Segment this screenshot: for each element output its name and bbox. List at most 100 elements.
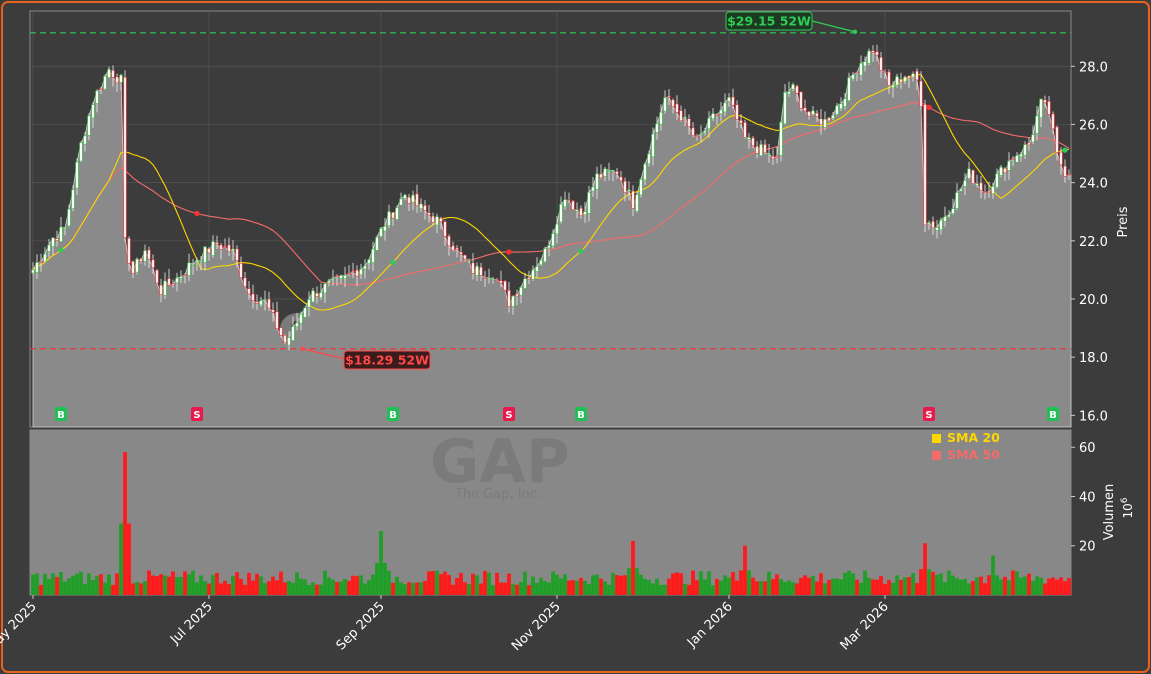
volume-bar: [271, 576, 275, 595]
candle-body: [747, 137, 751, 140]
candle-body: [483, 277, 487, 279]
volume-bar: [619, 575, 623, 595]
candle-body: [531, 269, 535, 280]
candle-body: [1043, 99, 1047, 103]
volume-bar: [255, 573, 259, 595]
volume-bar: [623, 575, 627, 595]
candle-body: [727, 97, 731, 102]
volume-bar: [327, 577, 331, 595]
volume-bar: [195, 582, 199, 595]
candle-body: [967, 168, 971, 179]
candle-body: [883, 71, 887, 74]
volume-bar: [919, 569, 923, 595]
volume-bar: [811, 576, 815, 595]
candle-body: [455, 247, 459, 251]
candle-body: [347, 273, 351, 275]
candle-body: [387, 211, 391, 226]
volume-bar: [479, 583, 483, 595]
candle-body: [247, 288, 251, 295]
volume-bar: [719, 580, 723, 595]
candle-body: [595, 173, 599, 190]
volume-bar: [123, 452, 127, 595]
candle-body: [1059, 151, 1063, 166]
volume-bar: [651, 583, 655, 595]
candle-body: [95, 90, 99, 104]
candle-body: [783, 92, 787, 124]
low-52w-arrowhead: [299, 346, 305, 351]
volume-panel: [29, 429, 1072, 596]
volume-bar: [283, 582, 287, 595]
volume-tick-label: 60: [1079, 441, 1096, 456]
volume-bar: [211, 574, 215, 595]
candle-body: [563, 199, 567, 207]
volume-bar: [227, 584, 231, 595]
candle-body: [695, 135, 699, 138]
volume-bar: [695, 580, 699, 595]
candle-body: [815, 112, 819, 117]
candle-body: [103, 76, 107, 90]
sma-50-line: [32, 101, 1070, 286]
candle-body: [1023, 144, 1027, 156]
candle-body: [767, 153, 771, 155]
candle-body: [671, 99, 675, 107]
legend-swatch: [932, 451, 941, 460]
volume-bar: [999, 579, 1003, 595]
candle-body: [583, 211, 587, 215]
volume-bar: [727, 577, 731, 595]
candle-body: [943, 216, 947, 222]
candle-body: [703, 130, 707, 133]
volume-bar: [463, 582, 467, 595]
volume-bar: [979, 576, 983, 595]
volume-bar: [927, 569, 931, 595]
candle-body: [39, 261, 43, 263]
candle-body: [71, 189, 75, 209]
candle-body: [803, 107, 807, 112]
volume-bar: [991, 555, 995, 595]
candle-body: [91, 104, 95, 119]
candle-body: [79, 142, 83, 162]
volume-bar: [975, 577, 979, 595]
volume-bar: [535, 582, 539, 595]
candle-body: [223, 246, 227, 248]
volume-bar: [331, 579, 335, 595]
candle-body: [851, 74, 855, 80]
candle-body: [191, 263, 195, 266]
volume-bar: [59, 572, 63, 595]
candle-body: [743, 122, 747, 138]
candle-body: [887, 71, 891, 86]
candle-body: [155, 269, 159, 284]
volume-bar: [1051, 577, 1055, 595]
candle-body: [439, 217, 443, 222]
candle-body: [647, 153, 651, 165]
candle-body: [923, 104, 927, 226]
candle-body: [1039, 98, 1043, 118]
candle-body: [215, 242, 219, 245]
candle-body: [579, 207, 583, 217]
candle-body: [279, 327, 283, 336]
volume-bar: [599, 578, 603, 595]
candle-body: [707, 118, 711, 129]
candle-body: [115, 76, 119, 84]
volume-bar: [803, 575, 807, 595]
volume-bar: [527, 585, 531, 595]
time-tick-label: Jan 2026: [684, 599, 736, 651]
volume-bar: [79, 571, 83, 595]
volume-bar: [1059, 577, 1063, 595]
candle-body: [1051, 113, 1055, 130]
candle-body: [1055, 126, 1059, 153]
volume-bar: [691, 570, 695, 595]
candle-body: [879, 57, 883, 71]
candle-body: [511, 295, 515, 307]
candle-body: [611, 170, 615, 172]
volume-bar: [751, 577, 755, 595]
candle-body: [187, 262, 191, 276]
candle-body: [271, 309, 275, 313]
volume-bar: [215, 573, 219, 595]
candle-body: [739, 120, 743, 124]
volume-bar: [399, 582, 403, 595]
volume-bar: [471, 573, 475, 595]
candle-body: [763, 144, 767, 154]
candle-body: [691, 127, 695, 136]
candle-body: [543, 248, 547, 263]
candle-body: [171, 283, 175, 286]
